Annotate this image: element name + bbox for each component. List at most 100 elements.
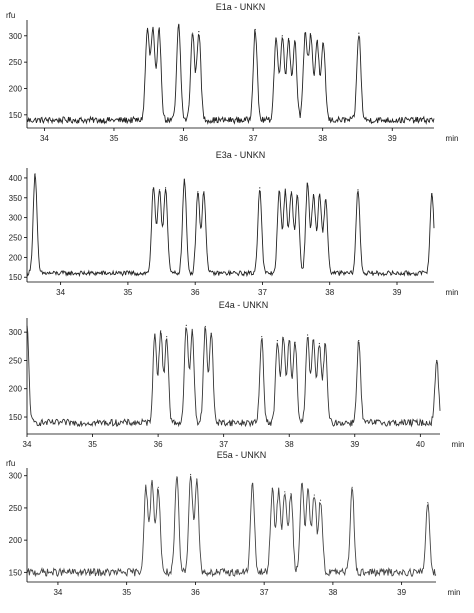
peak-point (203, 191, 205, 193)
y-tick-label: 400 (9, 174, 23, 183)
x-tick-label: 35 (123, 288, 132, 297)
peak-point (26, 325, 28, 328)
peak-point (313, 494, 315, 496)
peak-point (160, 330, 162, 332)
y-tick-label: 250 (9, 234, 23, 243)
peak-point (251, 482, 254, 485)
y-axis-label: rfu (6, 11, 15, 20)
x-tick-label: 35 (110, 134, 119, 143)
x-axis-unit-label: min (448, 588, 461, 597)
chart-panel-3: E4a - UNKN 150 200 250 300 34 35 36 37 38 39 40 min (9, 300, 465, 449)
x-tick-label: 37 (258, 288, 267, 297)
y-tick-label: 150 (9, 111, 23, 120)
peak-point (296, 195, 299, 197)
peak-point (351, 486, 353, 488)
x-tick-label: 37 (260, 588, 269, 597)
peak-point (261, 336, 263, 338)
peak-point (284, 191, 286, 193)
x-tick-label: 38 (318, 134, 327, 143)
peak-point (34, 173, 36, 175)
x-tick-label: 36 (191, 588, 200, 597)
peak-point (324, 343, 326, 346)
peak-point (306, 183, 309, 185)
x-tick-label: 40 (416, 440, 425, 449)
y-tick-label: 250 (9, 58, 23, 67)
y-axis-label: rfu (6, 459, 15, 468)
peak-point (277, 491, 280, 493)
x-tick-label: 34 (56, 288, 65, 297)
x-tick-label: 36 (179, 134, 188, 143)
x-tick-label: 36 (154, 440, 163, 449)
peak-point (325, 199, 327, 201)
y-tick-label: 300 (9, 32, 23, 41)
peak-point (158, 189, 161, 191)
peak-point (154, 334, 156, 336)
x-tick-label: 39 (397, 588, 406, 597)
y-tick-label: 200 (9, 536, 23, 545)
peak-point (312, 195, 315, 197)
peak-point (322, 43, 324, 45)
chart-title: E3a - UNKN (216, 150, 266, 160)
chart-panel-1: E1a - UNKN rfu 150 200 250 300 34 35 36 37 38 39 min (6, 2, 458, 143)
y-tick-label: 200 (9, 385, 23, 394)
y-tick-label: 350 (9, 194, 23, 203)
x-tick-label: 34 (53, 588, 62, 597)
peak-point (288, 340, 290, 342)
trace-line (26, 475, 437, 578)
peak-point (183, 179, 186, 181)
peak-point (294, 40, 296, 42)
trace-line (26, 173, 435, 278)
x-tick-label: 36 (191, 288, 200, 297)
peak-point (151, 481, 153, 483)
x-tick-label: 38 (328, 588, 337, 597)
peak-point (197, 191, 199, 193)
peak-point (287, 37, 290, 40)
peak-point (427, 502, 429, 504)
x-tick-label: 35 (122, 588, 131, 597)
peak-point (191, 32, 194, 34)
x-tick-label: 37 (219, 440, 228, 449)
y-tick-label: 300 (9, 214, 23, 223)
y-tick-label: 300 (9, 328, 23, 337)
peak-point (278, 191, 280, 193)
peak-point (145, 486, 147, 488)
y-tick-label: 150 (9, 273, 23, 282)
x-tick-label: 37 (249, 134, 258, 143)
peak-point (319, 195, 321, 197)
peak-point (146, 29, 148, 32)
peak-point (358, 32, 360, 34)
peak-point (431, 193, 433, 195)
peak-point (276, 340, 279, 342)
peak-point (357, 189, 359, 191)
peak-point (166, 336, 168, 338)
peak-point (254, 28, 256, 31)
x-tick-label: 38 (325, 288, 334, 297)
peak-point (259, 187, 261, 189)
x-tick-label: 35 (88, 440, 97, 449)
peak-point (190, 473, 192, 476)
chart-title: E1a - UNKN (216, 2, 266, 12)
y-tick-label: 200 (9, 84, 23, 93)
peak-point (290, 191, 292, 193)
peak-point (318, 342, 320, 345)
x-tick-label: 39 (388, 134, 397, 143)
peak-point (436, 359, 438, 362)
x-tick-label: 34 (23, 440, 32, 449)
x-tick-label: 34 (40, 134, 49, 143)
peak-point (164, 187, 167, 189)
peak-point (284, 491, 286, 493)
x-tick-label: 39 (350, 440, 359, 449)
chart-panel-2: E3a - UNKN 150 200 250 300 350 400 34 35 36 37 38 39… (9, 150, 459, 297)
y-tick-label: 250 (9, 356, 23, 365)
peak-point (152, 187, 155, 189)
trace-line (26, 324, 441, 428)
y-tick-label: 200 (9, 253, 23, 262)
chart-title: E5a - UNKN (217, 450, 267, 460)
peak-point (158, 29, 160, 32)
peak-point (307, 489, 309, 491)
peak-point (310, 35, 312, 37)
peak-point (304, 32, 306, 34)
peak-point (281, 35, 283, 37)
x-axis-unit-label: min (446, 288, 459, 297)
